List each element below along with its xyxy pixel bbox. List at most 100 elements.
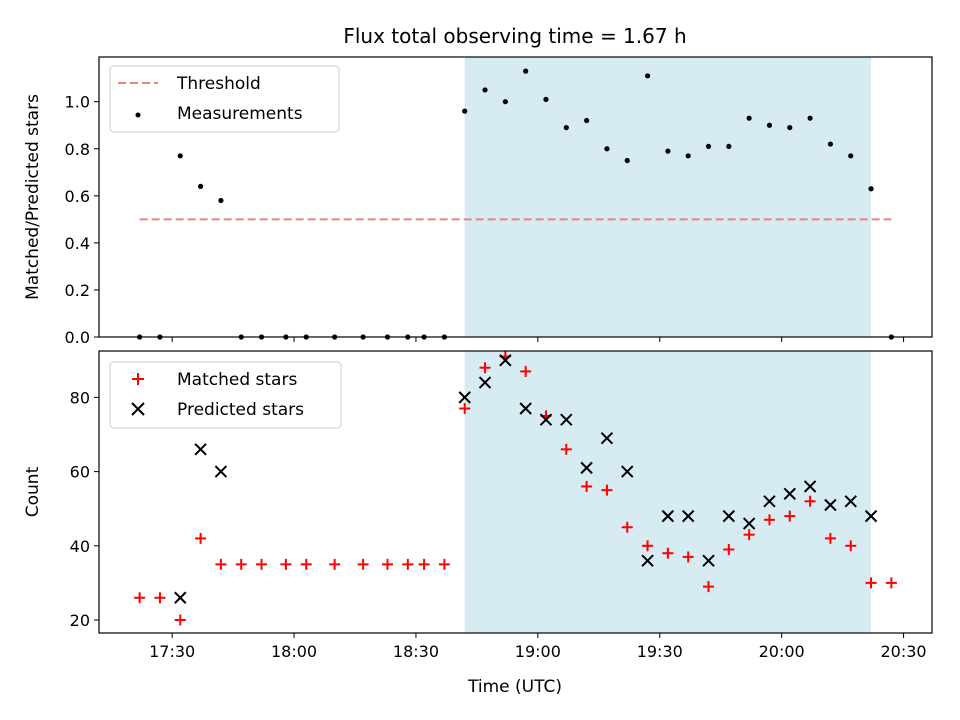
matched-stars-point (438, 558, 450, 570)
threshold-legend-label: Threshold (176, 74, 261, 94)
observing-span (464, 351, 872, 633)
matched-stars-point (682, 551, 694, 563)
predicted-stars-point (478, 376, 492, 389)
top-data-marks (137, 68, 894, 340)
matched-stars-point (329, 558, 341, 570)
predicted-stars-point (174, 591, 187, 604)
predicted-stars-point (600, 431, 614, 445)
measurement-point (685, 153, 691, 159)
predicted-stars-point (763, 495, 776, 508)
y-tick-label: 0.4 (65, 234, 90, 253)
matched-stars-point (723, 544, 735, 556)
matched-stars-point (154, 592, 166, 604)
matched-stars-point (479, 362, 491, 374)
observing-span (464, 57, 872, 337)
predicted-stars-point (560, 413, 573, 426)
predicted-stars-point (702, 554, 715, 567)
y-tick-label: 0.2 (65, 281, 90, 300)
bottom-data-marks (134, 351, 897, 626)
top-axis-ticks: 0.0 0.2 0.4 0.6 0.8 1.0 (65, 93, 905, 347)
measurement-point (177, 153, 183, 159)
measurement-point (462, 108, 468, 114)
matched-stars-point (581, 480, 593, 492)
measurement-point (218, 197, 224, 204)
matched-stars-point (601, 484, 613, 496)
measurement-point (644, 73, 651, 79)
measurement-point (604, 146, 610, 152)
predicted-stars-point (580, 461, 593, 475)
bottom-legend-box (109, 361, 342, 429)
matched-stars-point (703, 581, 715, 593)
bottom-legend: Matched stars Predicted stars (109, 361, 342, 429)
x-tick-label: 18:30 (393, 642, 439, 661)
matched-stars-point (642, 540, 654, 552)
measurement-point (787, 124, 793, 131)
predicted-stars-point (661, 509, 675, 523)
bottom-y-axis-label: Count (23, 466, 43, 517)
predicted-stars-point (519, 402, 532, 415)
predicted-legend-marker (131, 402, 145, 416)
bottom-axis-ticks: 17:30 18:00 18:30 19:00 19:30 20:00 20:30 20 40 6… (70, 388, 927, 661)
y-tick-label: 0.6 (65, 187, 90, 206)
x-tick-label: 19:30 (637, 642, 683, 661)
y-tick-label: 0.8 (65, 140, 90, 159)
x-axis-label: Time (UTC) (467, 677, 562, 697)
measurement-point (523, 68, 529, 74)
predicted-stars-point (681, 509, 695, 523)
measurement-point (624, 157, 630, 164)
y-tick-label: 0.0 (65, 328, 90, 347)
matched-stars-point (402, 558, 414, 570)
matched-stars-point (418, 558, 430, 570)
measurement-point (502, 99, 508, 105)
measurement-point (848, 153, 854, 159)
x-tick-label: 18:00 (271, 642, 317, 661)
matched-stars-point (382, 558, 394, 570)
predicted-stars-point (458, 391, 471, 404)
matched-stars-point (195, 532, 207, 544)
measurement-point (563, 124, 569, 131)
measurement-point (726, 143, 732, 150)
predicted-legend-label: Predicted stars (177, 400, 304, 420)
matched-stars-point (215, 558, 227, 570)
measurement-point (197, 183, 204, 190)
predicted-stars-point (539, 413, 553, 426)
matched-stars-point (662, 547, 674, 559)
bottom-panel: 17:30 18:00 18:30 19:00 19:30 20:00 20:30 20 40 6… (23, 350, 933, 697)
y-tick-label: 1.0 (65, 93, 90, 112)
matched-stars-point (824, 532, 836, 544)
matched-stars-point (256, 558, 268, 570)
matched-stars-point (300, 558, 312, 570)
predicted-stars-point (803, 480, 817, 493)
predicted-stars-point (824, 498, 837, 512)
predicted-stars-point (499, 354, 512, 367)
top-legend: Threshold Measurements (109, 65, 340, 133)
x-tick-label: 20:00 (759, 642, 805, 661)
matched-stars-point (804, 495, 816, 507)
y-tick-label: 40 (70, 537, 90, 556)
predicted-stars-point (641, 554, 654, 567)
predicted-stars-point (722, 509, 736, 523)
predicted-stars-point (783, 487, 796, 501)
measurement-point (584, 117, 590, 124)
matched-stars-point (763, 514, 775, 526)
matched-stars-point (865, 577, 877, 589)
measurement-point (543, 96, 549, 102)
y-tick-label: 60 (70, 463, 90, 482)
matched-stars-point (560, 443, 572, 455)
measurement-point (766, 122, 773, 128)
top-legend-box (109, 65, 340, 133)
measurement-point (746, 115, 752, 121)
measurement-point (482, 87, 488, 93)
measurement-point (827, 141, 834, 147)
matched-stars-point (235, 558, 247, 570)
predicted-stars-point (844, 495, 857, 508)
matched-legend-label: Matched stars (177, 370, 297, 390)
matched-stars-point (885, 577, 897, 589)
predicted-stars-point (864, 509, 878, 523)
matched-stars-point (357, 558, 369, 570)
chart-title: Flux total observing time = 1.67 h (343, 24, 686, 48)
predicted-stars-point (214, 465, 228, 478)
matched-stars-point (743, 529, 755, 541)
y-tick-label: 80 (70, 388, 90, 407)
